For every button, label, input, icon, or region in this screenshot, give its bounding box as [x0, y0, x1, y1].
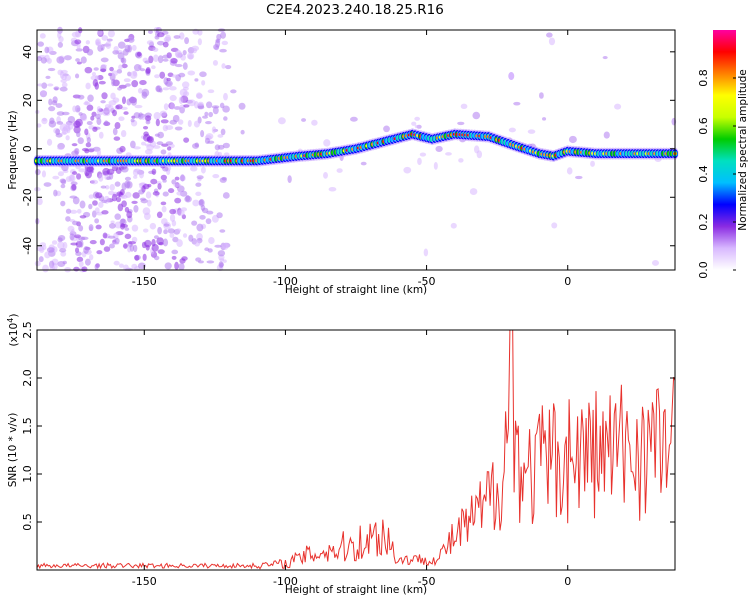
- snr-panel: -150 -100 -50 0 0.5 1.0 1.5 2.0 2.5 Height of s…: [6, 314, 676, 596]
- snr-frame: [36, 329, 676, 571]
- snr-x-label: Height of straight line (km): [285, 584, 427, 596]
- x-tick-label: -100: [273, 275, 298, 288]
- snr-y-ticks: 0.5 1.0 1.5 2.0 2.5: [21, 321, 675, 531]
- y-tick-label: 2.5: [21, 321, 34, 339]
- snr-y-scale-label: (x104): [6, 314, 20, 347]
- snr-x-ticks: -150 -100 -50 0: [132, 330, 571, 588]
- spectrogram-frame: [36, 29, 676, 271]
- spectrogram-panel: -150 -100 -50 0 -40 -20 0 20 40 Height of strai…: [7, 26, 679, 296]
- y-tick-label: 0.5: [21, 513, 34, 531]
- colorbar-gradient: [713, 30, 736, 270]
- x-tick-label: -150: [132, 275, 157, 288]
- colorbar-tick-label: 0.4: [697, 165, 710, 183]
- spectrogram-x-label: Height of straight line (km): [285, 284, 427, 296]
- y-tick-label: 20: [21, 93, 34, 107]
- colorbar-ticks: 0.0 0.2 0.4 0.6 0.8: [697, 69, 736, 279]
- y-tick-label: 1.0: [21, 465, 34, 483]
- snr-background: [37, 330, 675, 570]
- colorbar-label: Normalized spectral amplitude: [737, 69, 749, 230]
- x-tick-label: -150: [132, 575, 157, 588]
- x-tick-label: -50: [418, 575, 436, 588]
- snr-series-line: [36, 329, 676, 570]
- x-tick-label: -100: [273, 575, 298, 588]
- spectrogram-y-label: Frequency (Hz): [7, 110, 19, 189]
- x-tick-label: -50: [418, 275, 436, 288]
- x-tick-label: 0: [564, 275, 571, 288]
- y-tick-label: 0: [21, 145, 34, 152]
- spectrogram-x-ticks: -150 -100 -50 0: [132, 30, 571, 288]
- colorbar-tick-label: 0.0: [697, 261, 710, 279]
- y-tick-label: -40: [21, 237, 34, 255]
- x-tick-label: 0: [564, 575, 571, 588]
- snr-y-label: SNR (10 * v/v): [7, 413, 19, 488]
- figure-title: C2E4.2023.240.18.25.R16: [266, 2, 444, 18]
- y-tick-label: 2.0: [21, 369, 34, 387]
- spectrogram-ridge: [33, 72, 679, 167]
- y-tick-label: -20: [21, 188, 34, 206]
- colorbar-tick-label: 0.8: [697, 69, 710, 87]
- colorbar-tick-label: 0.6: [697, 117, 710, 135]
- colorbar: 0.0 0.2 0.4 0.6 0.8 Normalized spectral ampl…: [697, 30, 749, 279]
- colorbar-tick-label: 0.2: [697, 213, 710, 231]
- spectrogram-y-ticks: -40 -20 0 20 40: [21, 45, 675, 255]
- y-tick-label: 40: [21, 45, 34, 59]
- y-tick-label: 1.5: [21, 417, 34, 435]
